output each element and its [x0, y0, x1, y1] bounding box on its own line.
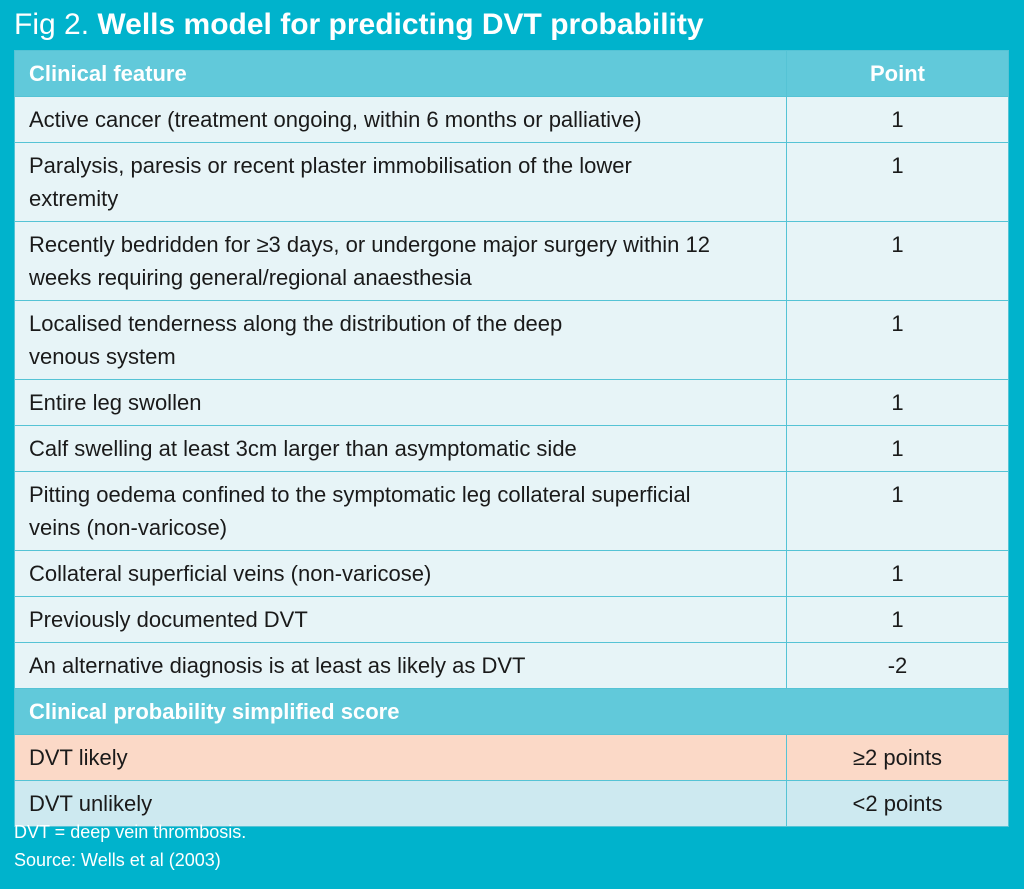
header-clinical-feature: Clinical feature: [14, 50, 787, 97]
dvt-unlikely-value: <2 points: [786, 780, 1009, 827]
point-cell: 1: [786, 596, 1009, 643]
point-cell: 1: [786, 550, 1009, 597]
point-cell: 1: [786, 379, 1009, 426]
table-row: Localised tenderness along the distribut…: [14, 300, 1009, 380]
table-row: Paralysis, paresis or recent plaster imm…: [14, 142, 1009, 222]
feature-cell: Collateral superficial veins (non-varico…: [14, 550, 787, 597]
feature-cell: Recently bedridden for ≥3 days, or under…: [14, 221, 787, 301]
point-cell: 1: [786, 96, 1009, 143]
header-point: Point: [786, 50, 1009, 97]
table-row: Collateral superficial veins (non-varico…: [14, 550, 1009, 597]
dvt-unlikely-label: DVT unlikely: [14, 780, 787, 827]
abbreviation-note: DVT = deep vein thrombosis.: [14, 822, 247, 842]
figure-number: Fig 2.: [14, 8, 90, 41]
score-section-header: Clinical probability simplified score: [14, 688, 1009, 735]
dvt-likely-row: DVT likely ≥2 points: [14, 734, 1009, 781]
point-cell: 1: [786, 425, 1009, 472]
figure-title: Fig 2. Wells model for predicting DVT pr…: [14, 4, 704, 46]
feature-cell: Previously documented DVT: [14, 596, 787, 643]
table-row: Active cancer (treatment ongoing, within…: [14, 96, 1009, 143]
table-row: Calf swelling at least 3cm larger than a…: [14, 425, 1009, 472]
table-row: An alternative diagnosis is at least as …: [14, 642, 1009, 689]
table-row: Previously documented DVT 1: [14, 596, 1009, 643]
feature-cell: Calf swelling at least 3cm larger than a…: [14, 425, 787, 472]
footnote: DVT = deep vein thrombosis. Source: Well…: [14, 818, 246, 874]
point-cell: 1: [786, 471, 1009, 551]
table-row: Pitting oedema confined to the symptomat…: [14, 471, 1009, 551]
point-cell: -2: [786, 642, 1009, 689]
table-row: Recently bedridden for ≥3 days, or under…: [14, 221, 1009, 301]
feature-cell: Active cancer (treatment ongoing, within…: [14, 96, 787, 143]
feature-cell: Entire leg swollen: [14, 379, 787, 426]
dvt-unlikely-row: DVT unlikely <2 points: [14, 780, 1009, 827]
feature-cell: Paralysis, paresis or recent plaster imm…: [14, 142, 787, 222]
table-row: Entire leg swollen 1: [14, 379, 1009, 426]
dvt-likely-value: ≥2 points: [786, 734, 1009, 781]
feature-cell: Localised tenderness along the distribut…: [14, 300, 787, 380]
point-cell: 1: [786, 221, 1009, 301]
score-section-title: Clinical probability simplified score: [14, 688, 1009, 735]
point-cell: 1: [786, 300, 1009, 380]
wells-score-table: Clinical feature Point Active cancer (tr…: [14, 50, 1009, 827]
feature-cell: Pitting oedema confined to the symptomat…: [14, 471, 787, 551]
source-note: Source: Wells et al (2003): [14, 850, 221, 870]
figure-heading: Wells model for predicting DVT probabili…: [97, 8, 704, 41]
point-cell: 1: [786, 142, 1009, 222]
dvt-likely-label: DVT likely: [14, 734, 787, 781]
feature-cell: An alternative diagnosis is at least as …: [14, 642, 787, 689]
table-header-row: Clinical feature Point: [14, 50, 1009, 97]
